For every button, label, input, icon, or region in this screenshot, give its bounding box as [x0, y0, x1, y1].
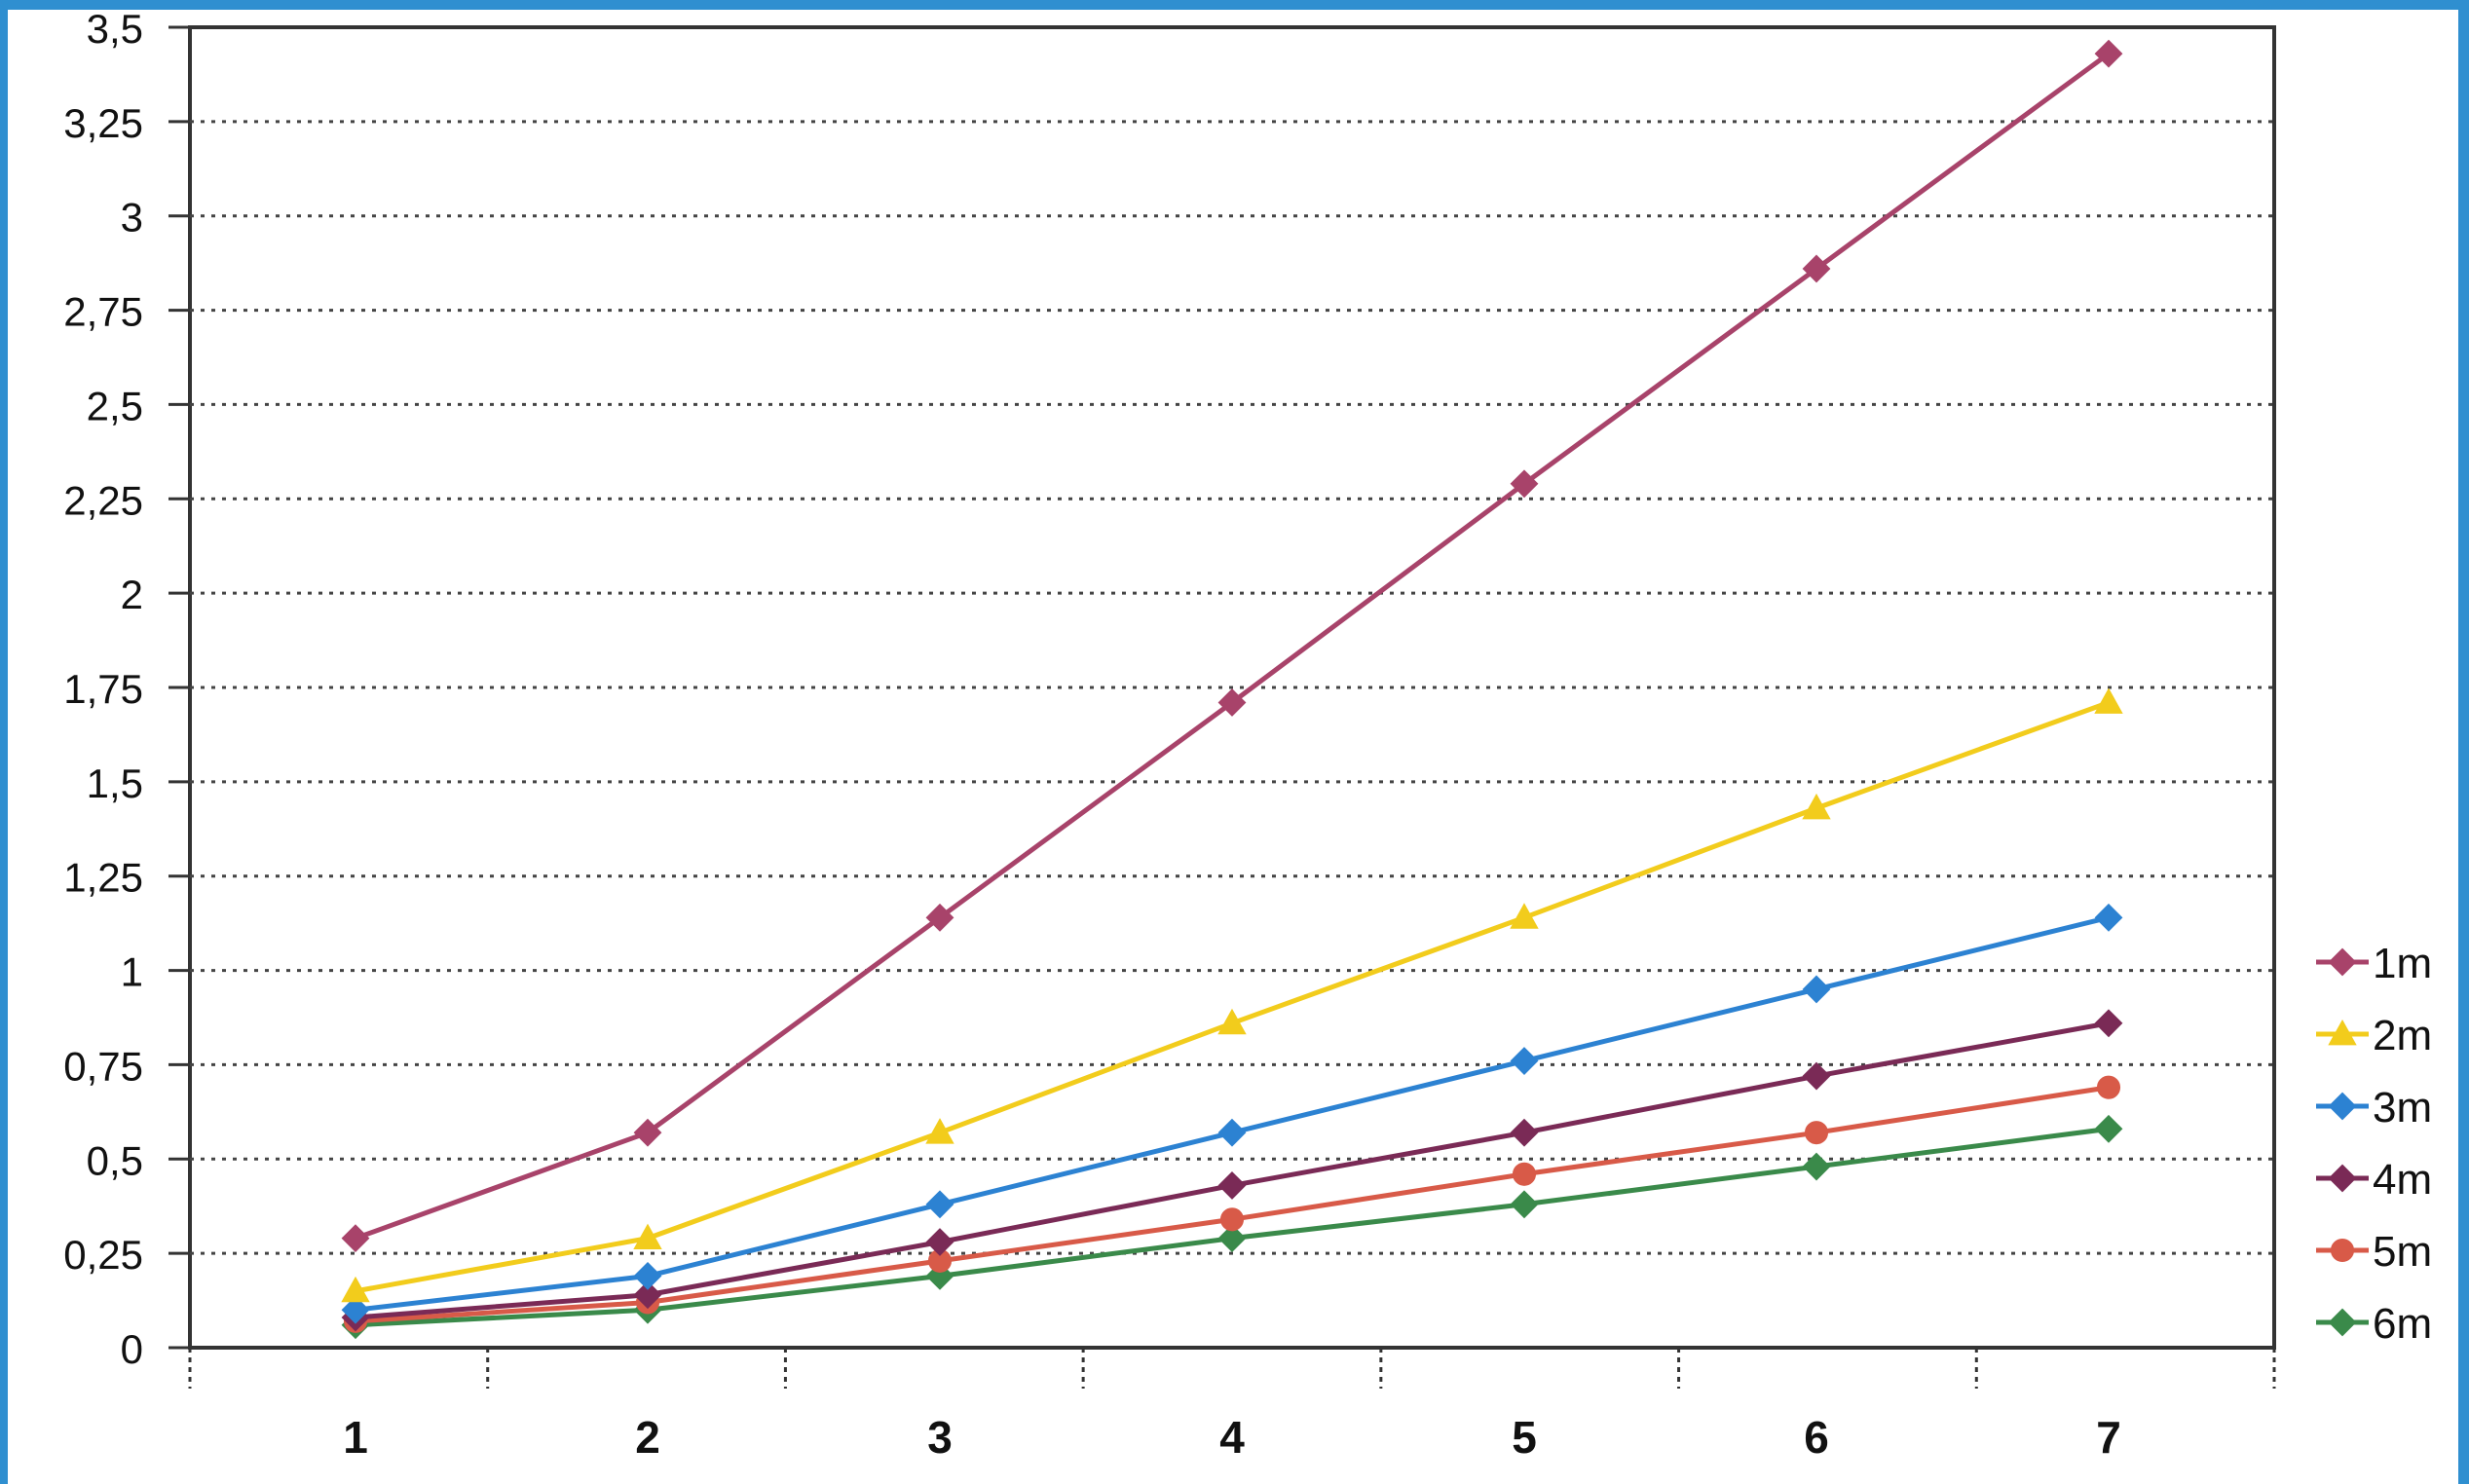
data-point [2328, 1092, 2357, 1121]
x-tick-label: 1 [343, 1412, 368, 1463]
data-point [1802, 1152, 1831, 1181]
data-point [1510, 1118, 1539, 1147]
data-point [2094, 1114, 2123, 1143]
data-point [1802, 975, 1831, 1004]
y-tick-label: 3,5 [87, 6, 143, 52]
y-tick-label: 3,25 [63, 100, 143, 146]
data-point [2330, 1238, 2355, 1263]
x-tick-label: 7 [2096, 1412, 2121, 1463]
data-point [633, 1261, 662, 1290]
data-point [633, 1223, 662, 1250]
data-point [1510, 1190, 1539, 1219]
x-tick-label: 2 [635, 1412, 660, 1463]
y-tick-label: 2,25 [63, 477, 143, 523]
data-point [1217, 688, 1247, 717]
legend-label: 5m [2373, 1228, 2432, 1276]
y-tick-label: 2,5 [87, 383, 143, 428]
data-point [341, 1295, 370, 1324]
data-point [1217, 1118, 1247, 1147]
data-point [925, 1118, 954, 1144]
data-point [341, 1276, 370, 1303]
series-1m [341, 39, 2123, 1253]
frame-top-border [0, 0, 2469, 10]
y-tick-label: 0,75 [63, 1043, 143, 1089]
data-point [341, 1224, 370, 1253]
y-tick-label: 1,25 [63, 855, 143, 901]
legend-item: 6m [2316, 1300, 2432, 1348]
series-3m [341, 903, 2123, 1324]
data-point [925, 1190, 954, 1219]
x-tick-label: 5 [1512, 1412, 1537, 1463]
frame-left-border [0, 0, 8, 1484]
legend-label: 6m [2373, 1300, 2432, 1348]
data-point [1802, 254, 1831, 283]
data-point [633, 1118, 662, 1147]
data-point [1510, 903, 1539, 929]
legend-label: 1m [2373, 940, 2432, 987]
legend-label: 3m [2373, 1084, 2432, 1132]
series-4m [341, 1009, 2123, 1332]
legend-label: 2m [2373, 1012, 2432, 1059]
y-tick-label: 0,25 [63, 1232, 143, 1278]
grid-lines [190, 120, 2274, 1255]
data-point [2328, 1164, 2357, 1193]
data-point [925, 903, 954, 932]
data-point [1510, 469, 1539, 499]
data-point [1219, 1207, 1245, 1232]
legend-item: 1m [2316, 940, 2432, 987]
x-tick-label: 4 [1219, 1412, 1245, 1463]
x-tick-label: 3 [927, 1412, 953, 1463]
legend-label: 4m [2373, 1156, 2432, 1204]
y-tick-label: 0,5 [87, 1137, 143, 1183]
data-point [1802, 793, 1831, 820]
data-point [1802, 1061, 1831, 1091]
series-layer [341, 39, 2123, 1340]
data-point [1804, 1121, 1829, 1145]
data-point [2328, 1019, 2357, 1046]
data-point [925, 1228, 954, 1256]
legend-item: 3m [2316, 1084, 2432, 1132]
legend: 1m 2m 3m 4m 5m 6m [2316, 940, 2432, 1348]
y-tick-label: 1,75 [63, 666, 143, 712]
x-tick-label: 6 [1804, 1412, 1829, 1463]
data-point [1512, 1162, 1537, 1186]
y-tick-label: 1 [121, 949, 143, 995]
legend-item: 5m [2316, 1228, 2432, 1276]
data-point [2096, 1075, 2121, 1099]
y-axis: 0 0,25 0,5 0,75 1 1,25 1,5 1,75 2 2,25 2,5 2,75 3 3,2… [63, 6, 190, 1372]
data-point [2094, 687, 2123, 714]
data-point [633, 1280, 662, 1310]
y-tick-label: 0 [121, 1326, 143, 1372]
data-point [1217, 1008, 1247, 1035]
y-tick-label: 2,75 [63, 289, 143, 335]
x-axis: 1 2 3 4 5 6 7 [188, 1348, 2276, 1463]
legend-item: 4m [2316, 1156, 2432, 1204]
y-tick-label: 2 [121, 572, 143, 617]
data-point [2328, 947, 2357, 977]
data-point [2094, 1009, 2123, 1038]
data-point [2094, 39, 2123, 68]
data-point [1510, 1047, 1539, 1075]
y-tick-label: 3 [121, 195, 143, 241]
data-point [2328, 1308, 2357, 1337]
data-point [2094, 903, 2123, 932]
y-tick-label: 1,5 [87, 761, 143, 806]
legend-item: 2m [2316, 1012, 2432, 1059]
frame-right-border [2458, 0, 2469, 1484]
data-point [1217, 1224, 1247, 1253]
series-2m [341, 687, 2123, 1303]
data-point [1217, 1170, 1247, 1200]
